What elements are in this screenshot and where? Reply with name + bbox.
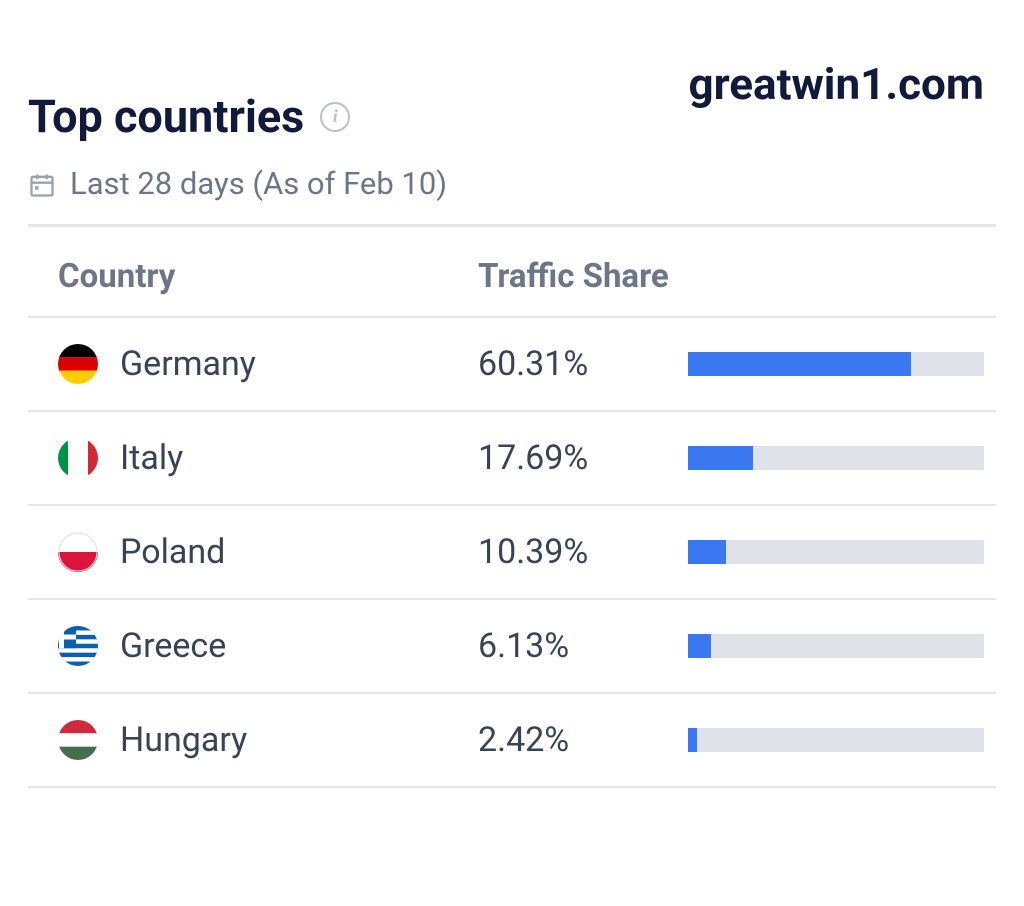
traffic-share-bar-fill — [688, 634, 711, 658]
traffic-share-bar — [688, 446, 984, 470]
date-range-row: Last 28 days (As of Feb 10) — [28, 165, 996, 202]
table-row: Hungary 2.42% — [28, 692, 996, 788]
country-cell: Greece — [58, 626, 478, 666]
traffic-share-bar — [688, 634, 984, 658]
country-name: Italy — [120, 438, 183, 478]
traffic-share-bar-fill — [688, 728, 697, 752]
page-title: Top countries — [28, 90, 304, 143]
site-name: greatwin1.com — [688, 58, 984, 110]
traffic-share-bar — [688, 728, 984, 752]
country-cell: Hungary — [58, 720, 478, 760]
flag-icon — [58, 626, 98, 666]
country-name: Hungary — [120, 720, 247, 760]
country-name: Poland — [120, 532, 225, 572]
table-row: Italy 17.69% — [28, 410, 996, 504]
traffic-share-bar — [688, 352, 984, 376]
traffic-share-bar — [688, 540, 984, 564]
divider — [28, 224, 996, 227]
table-row: Germany 60.31% — [28, 316, 996, 410]
info-icon[interactable]: i — [320, 102, 350, 132]
traffic-share-value: 10.39% — [478, 532, 688, 572]
col-traffic-share: Traffic Share — [478, 257, 984, 296]
flag-icon — [58, 438, 98, 478]
country-cell: Italy — [58, 438, 478, 478]
calendar-icon — [28, 170, 56, 198]
traffic-share-value: 6.13% — [478, 626, 688, 666]
traffic-share-value: 17.69% — [478, 438, 688, 478]
flag-icon — [58, 720, 98, 760]
traffic-share-value: 2.42% — [478, 720, 688, 760]
countries-table: Country Traffic Share Germany 60.31% Ital… — [28, 237, 996, 788]
flag-icon — [58, 344, 98, 384]
traffic-share-value: 60.31% — [478, 344, 688, 384]
country-cell: Poland — [58, 532, 478, 572]
country-name: Germany — [120, 344, 256, 384]
country-cell: Germany — [58, 344, 478, 384]
col-country: Country — [58, 257, 478, 296]
traffic-share-bar-fill — [688, 446, 753, 470]
traffic-share-bar-fill — [688, 540, 726, 564]
table-header: Country Traffic Share — [28, 237, 996, 316]
country-name: Greece — [120, 626, 226, 666]
traffic-share-bar-fill — [688, 352, 911, 376]
table-row: Poland 10.39% — [28, 504, 996, 598]
date-range-text: Last 28 days (As of Feb 10) — [70, 165, 447, 202]
flag-icon — [58, 532, 98, 572]
table-row: Greece 6.13% — [28, 598, 996, 692]
